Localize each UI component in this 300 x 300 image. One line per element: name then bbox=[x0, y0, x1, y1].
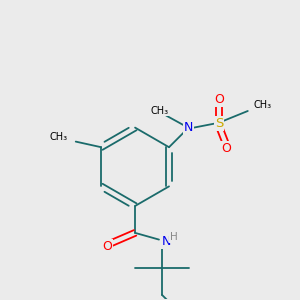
Text: O: O bbox=[221, 142, 231, 155]
Text: N: N bbox=[184, 121, 193, 134]
Text: H: H bbox=[170, 232, 178, 242]
Text: CH₃: CH₃ bbox=[50, 132, 68, 142]
Text: CH₃: CH₃ bbox=[254, 100, 272, 110]
Text: O: O bbox=[102, 240, 112, 253]
Text: O: O bbox=[214, 92, 224, 106]
Text: CH₃: CH₃ bbox=[151, 106, 169, 116]
Text: N: N bbox=[162, 235, 171, 248]
Text: S: S bbox=[215, 117, 223, 130]
